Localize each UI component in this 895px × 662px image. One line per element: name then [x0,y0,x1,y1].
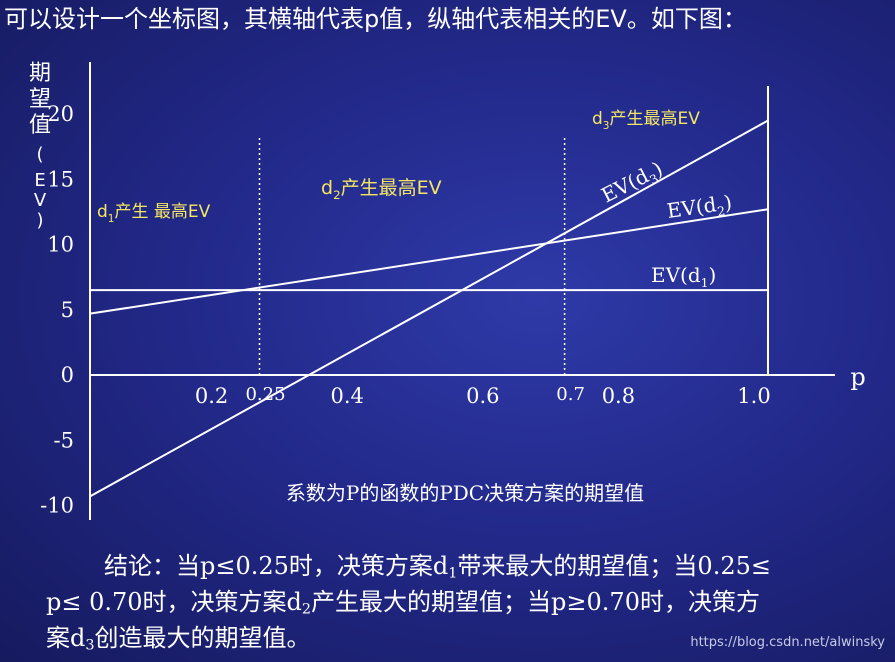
y-tick-label: 0 [61,363,74,387]
x-axis-label: p [850,363,865,391]
y-tick-label: 15 [47,167,74,191]
series-line-3 [89,119,769,498]
x-tick-label: 0.4 [330,384,363,408]
region-label-3: d3产生最高EV [592,109,700,132]
x-tick-label: 0.2 [195,384,228,408]
y-tick-label: 5 [61,298,74,322]
x-tick-label: 1.0 [737,384,770,408]
chart-lines [89,119,769,498]
y-tick-label: 10 [47,233,74,257]
y-tick-label: 20 [47,102,74,126]
series-label-1: EV(d1) [651,263,716,290]
x-tick-label: 0.6 [466,384,499,408]
intro-text: 可以设计一个坐标图，其横轴代表p值，纵轴代表相关的EV。如下图： [4,5,747,33]
x-tick-label: 0.8 [602,384,635,408]
region-label-1: d1产生 最高EV [97,202,211,225]
y-tick-label: -5 [54,428,74,452]
breakpoint-label-0: 0.25 [245,384,285,405]
series-label-3: EV(d3) [597,156,667,210]
series-line-2 [89,208,769,315]
watermark: https://blog.csdn.net/alwinsky [690,635,885,650]
chart-title: 系数为P的函数的PDC决策方案的期望值 [286,481,644,505]
y-tick-label: -10 [40,494,74,518]
region-label-2: d2产生最高EV [321,177,442,202]
conclusion-text: 结论：当p≤0.25时，决策方案d1带来最大的期望值；当0.25≤ p≤ 0.7… [46,552,771,654]
y-axis-label: 期望值(E V) [29,61,51,231]
breakpoint-label-1: 0.7 [556,384,585,405]
